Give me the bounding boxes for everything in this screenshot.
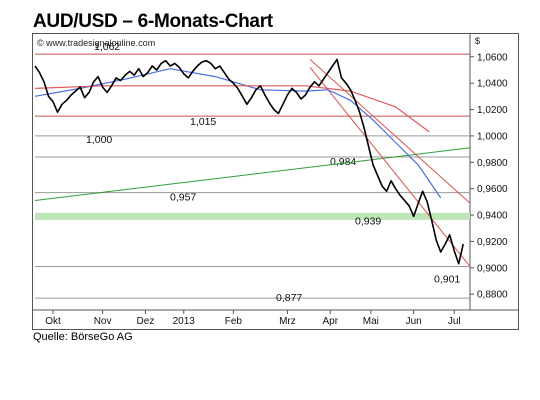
level-label: 0,957	[170, 192, 196, 204]
chart-svg: 1,062 1,015 1,000 0,984 0,957 0,939 0,901 0,877…	[32, 33, 519, 330]
level-label: 1,000	[86, 134, 112, 146]
y-tick-label: 0,8800	[477, 290, 508, 301]
currency-label: $	[475, 36, 480, 46]
y-tick-label: 1,0400	[477, 79, 508, 90]
y-tick-label: 1,0200	[477, 105, 508, 116]
level-label: 1,062	[94, 41, 120, 53]
green-trendline	[34, 147, 471, 202]
chart-title: AUD/USD – 6-Monats-Chart	[33, 11, 273, 32]
ma-short	[34, 68, 442, 199]
y-tick-label: 0,9400	[477, 211, 508, 222]
level-label: 0,984	[330, 156, 356, 168]
source-caption: Quelle: BörseGo AG	[33, 331, 133, 343]
x-tick-label: Mai	[363, 316, 379, 327]
x-tick-label: Apr	[322, 316, 338, 327]
price-line	[34, 58, 464, 265]
x-tick-label: 2013	[173, 316, 196, 327]
x-tick-label: Jun	[406, 316, 422, 327]
red-trendline-lower	[309, 67, 471, 267]
chart-figure: 1,062 1,015 1,000 0,984 0,957 0,939 0,901 0,877…	[32, 33, 522, 331]
y-tick-label: 0,9800	[477, 158, 508, 169]
level-label: 0,901	[434, 273, 460, 285]
y-tick-label: 1,0000	[477, 131, 508, 142]
ma-long	[34, 85, 430, 133]
x-tick-label: Dez	[137, 316, 155, 327]
x-tick-label: Mrz	[279, 316, 296, 327]
level-label: 0,939	[355, 215, 381, 227]
x-tick-label: Okt	[45, 316, 61, 327]
x-tick-label: Jul	[448, 316, 461, 327]
level-label: 1,015	[190, 116, 216, 128]
y-tick-label: 0,9600	[477, 184, 508, 195]
x-tick-label: Nov	[94, 316, 112, 327]
x-tick-label: Feb	[225, 316, 243, 327]
level-label: 0,877	[276, 292, 302, 304]
watermark-text: © www.tradesignalonline.com	[37, 38, 155, 48]
y-tick-label: 0,9000	[477, 263, 508, 274]
red-trendline-upper	[309, 59, 471, 204]
y-tick-label: 1,0600	[477, 52, 508, 63]
y-tick-label: 0,9200	[477, 237, 508, 248]
